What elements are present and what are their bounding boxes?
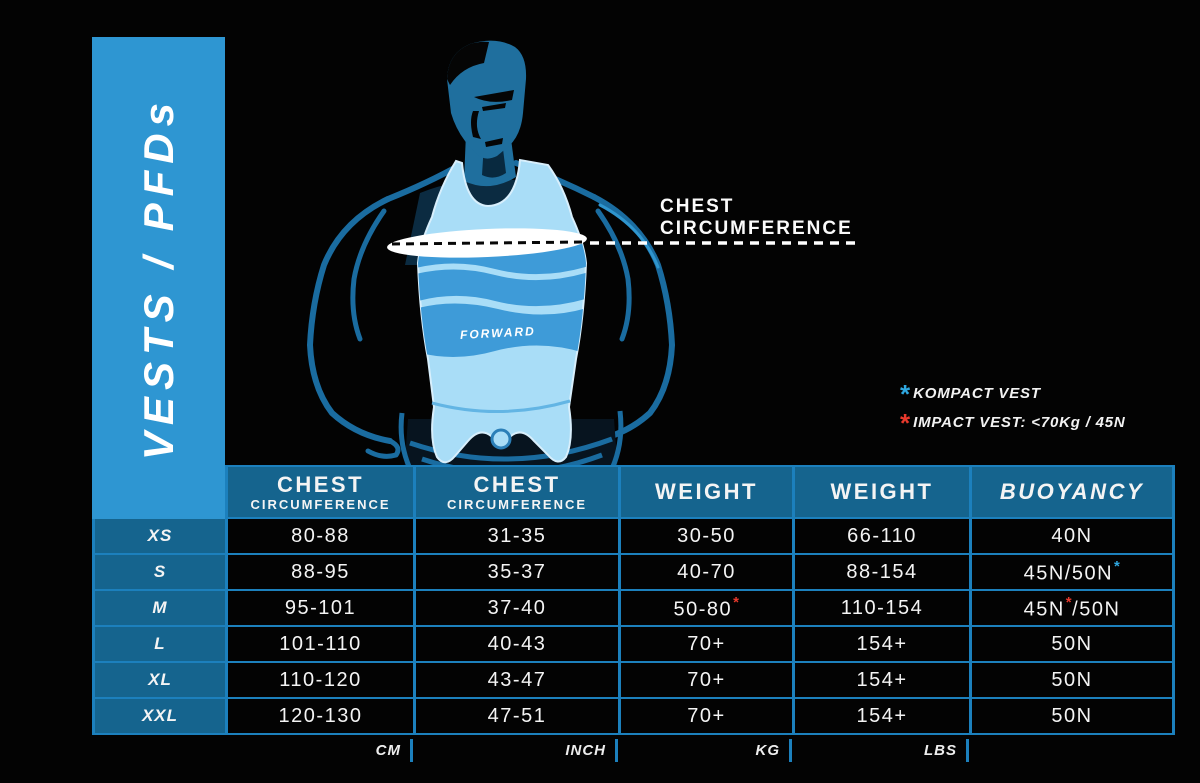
cell-kg: 40-70 [618,553,795,591]
size-label: XL [92,661,228,699]
legend-item-label: KOMPACT VEST [913,385,1041,402]
cell-lbs: 154+ [792,625,972,663]
cell-kg: 30-50 [618,517,795,555]
category-banner: VESTS / PFDs [92,37,225,519]
chest-circumference-callout: CHEST CIRCUMFERENCE [660,196,853,240]
cell-buoyancy: 50N [969,661,1175,699]
red-asterisk-icon: * [733,593,741,611]
cell-buoyancy: 45N/50N* [969,553,1175,591]
cell-inch: 47-51 [413,697,621,735]
cell-inch: 43-47 [413,661,621,699]
cell-lbs: 154+ [792,661,972,699]
table-row: S 88-95 35-37 40-70 88-154 45N/50N* [92,553,1175,591]
header-chest-cm: CHEST CIRCUMFERENCE [225,465,416,519]
cell-buoyancy: 50N [969,697,1175,735]
cell-cm: 88-95 [225,553,416,591]
legend-item-kompact: * KOMPACT VEST [900,379,1126,409]
cell-inch: 40-43 [413,625,621,663]
size-label: XXL [92,697,228,735]
unit-label-cm: CM [228,739,413,762]
legend-item-impact: * IMPACT VEST: <70Kg / 45N [900,408,1126,438]
cell-cm: 80-88 [225,517,416,555]
blue-asterisk-icon: * [900,379,911,409]
table-row: M 95-101 37-40 50-80* 110-154 45N*/50N [92,589,1175,627]
size-table: CHEST CIRCUMFERENCE CHEST CIRCUMFERENCE … [92,465,1175,735]
cell-cm: 120-130 [225,697,416,735]
red-asterisk-icon: * [900,408,911,438]
size-label: XS [92,517,228,555]
cell-kg: 50-80* [618,589,795,627]
vest-grommet [490,428,512,450]
cell-buoyancy: 40N [969,517,1175,555]
cell-cm: 110-120 [225,661,416,699]
size-label: M [92,589,228,627]
cell-cm: 95-101 [225,589,416,627]
cell-buoyancy: 45N*/50N [969,589,1175,627]
table-header-row: CHEST CIRCUMFERENCE CHEST CIRCUMFERENCE … [94,465,1175,519]
footnote-legend: * KOMPACT VEST * IMPACT VEST: <70Kg / 45… [900,379,1126,442]
header-buoyancy: BUOYANCY [969,465,1175,519]
unit-label-inch: INCH [416,739,618,762]
vest-brand-label: FORWARD [460,324,536,342]
cell-lbs: 66-110 [792,517,972,555]
cell-lbs: 88-154 [792,553,972,591]
model-illustration: FORWARD [306,40,855,475]
cell-inch: 31-35 [413,517,621,555]
size-label: L [92,625,228,663]
cell-kg: 70+ [618,661,795,699]
table-row: XS 80-88 31-35 30-50 66-110 40N [92,517,1175,555]
callout-line2: CIRCUMFERENCE [660,218,853,239]
header-weight-kg: WEIGHT [618,465,795,519]
table-row: XXL 120-130 47-51 70+ 154+ 50N [92,697,1175,735]
callout-line1: CHEST [660,196,735,217]
cell-inch: 37-40 [413,589,621,627]
header-weight-lbs: WEIGHT [792,465,972,519]
legend-item-label: IMPACT VEST: <70Kg / 45N [913,414,1126,431]
cell-cm: 101-110 [225,625,416,663]
chest-measure-band [387,228,855,258]
red-asterisk-icon: * [1065,593,1074,611]
unit-label-kg: KG [621,739,792,762]
cell-inch: 35-37 [413,553,621,591]
unit-label-lbs: LBS [795,739,969,762]
table-row: L 101-110 40-43 70+ 154+ 50N [92,625,1175,663]
cell-lbs: 154+ [792,697,972,735]
cell-lbs: 110-154 [792,589,972,627]
cell-kg: 70+ [618,625,795,663]
cell-buoyancy: 50N [969,625,1175,663]
cell-kg: 70+ [618,697,795,735]
size-label: S [92,553,228,591]
table-row: XL 110-120 43-47 70+ 154+ 50N [92,661,1175,699]
category-banner-label: VESTS / PFDs [134,95,182,461]
header-chest-inch: CHEST CIRCUMFERENCE [413,465,621,519]
blue-asterisk-icon: * [1114,557,1122,575]
